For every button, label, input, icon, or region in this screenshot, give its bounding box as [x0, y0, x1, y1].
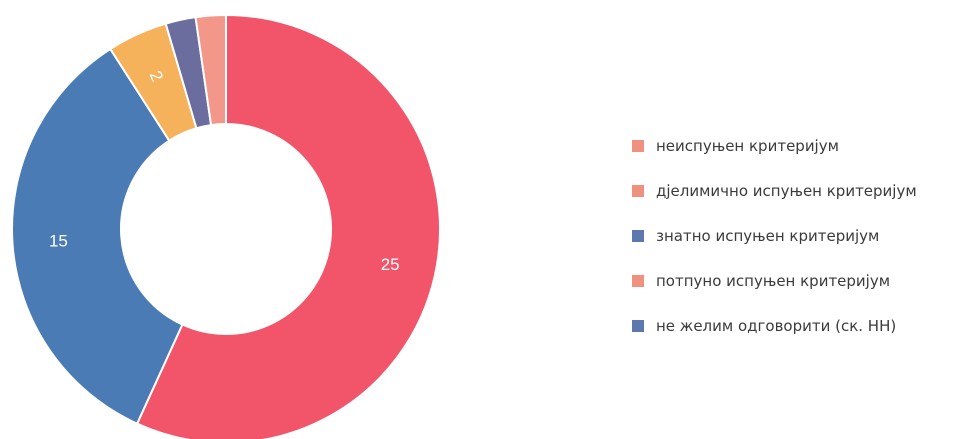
legend-item-4: не желим одговорити (ск. НН): [632, 315, 917, 337]
donut-slice-1: [11, 47, 184, 425]
donut-slice-4: [194, 13, 227, 127]
legend-label-0: неиспуњен критеријум: [656, 137, 839, 155]
legend-item-0: неиспуњен критеријум: [632, 135, 917, 157]
legend-swatch-0: [632, 140, 644, 152]
donut-slice-0: [135, 13, 441, 439]
legend-item-3: потпуно испуњен критеријум: [632, 270, 917, 292]
legend: неиспуњен критеријум дјелимично испуњен …: [632, 135, 917, 360]
legend-item-1: дјелимично испуњен критеријум: [632, 180, 917, 202]
legend-label-1: дјелимично испуњен критеријум: [656, 182, 917, 200]
slice-value-label-0: 25: [381, 255, 400, 274]
legend-label-4: не желим одговорити (ск. НН): [656, 317, 897, 335]
legend-swatch-4: [632, 320, 644, 332]
legend-swatch-1: [632, 185, 644, 197]
legend-swatch-3: [632, 275, 644, 287]
legend-label-2: знатно испуњен критеријум: [656, 227, 880, 245]
legend-label-3: потпуно испуњен критеријум: [656, 272, 891, 290]
slice-value-label-1: 15: [49, 231, 68, 250]
legend-swatch-2: [632, 230, 644, 242]
legend-item-2: знатно испуњен критеријум: [632, 225, 917, 247]
